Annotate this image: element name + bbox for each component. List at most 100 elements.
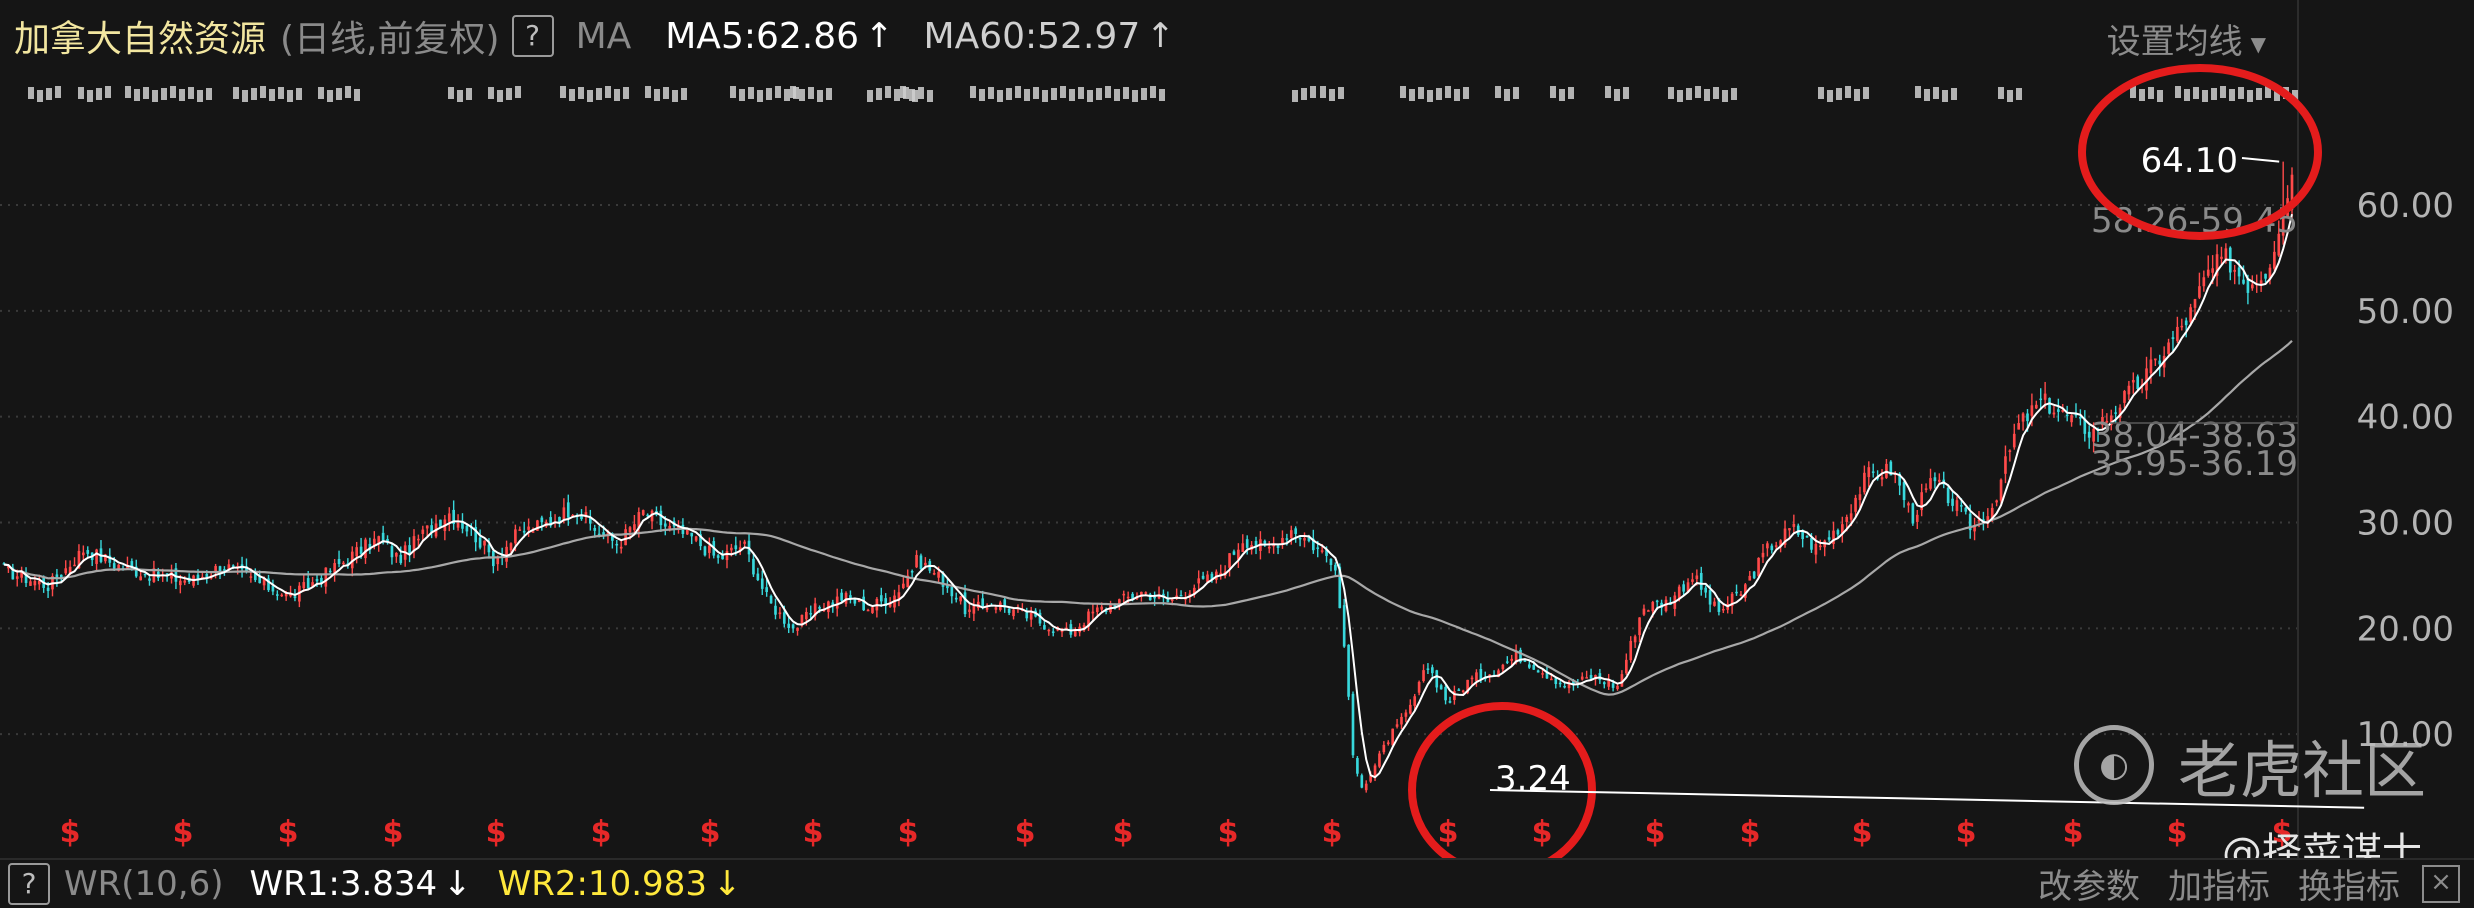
event-flag-icon bbox=[278, 87, 284, 99]
candle-body bbox=[659, 510, 663, 526]
candle-body bbox=[518, 529, 522, 531]
candle-body bbox=[364, 539, 367, 559]
event-flag-icon bbox=[1310, 86, 1316, 98]
candle-body bbox=[791, 624, 795, 629]
candle-body bbox=[1699, 572, 1703, 590]
event-flag-icon bbox=[2175, 86, 2181, 98]
y-tick-label: 10.00 bbox=[2357, 715, 2454, 755]
candle-body bbox=[2193, 299, 2197, 308]
add-indicator-button[interactable]: 加指标 bbox=[2168, 867, 2270, 907]
candle-body bbox=[2268, 267, 2272, 280]
switch-indicator-button[interactable]: 换指标 bbox=[2298, 867, 2400, 907]
event-flag-icon bbox=[1854, 89, 1860, 101]
ma-label[interactable]: MA bbox=[575, 15, 632, 57]
candle-body bbox=[1356, 758, 1359, 774]
candle-body bbox=[2264, 273, 2267, 279]
candle-body bbox=[1170, 599, 1174, 601]
candle-body bbox=[1373, 765, 1377, 778]
indicator-name[interactable]: WR(10,6) bbox=[64, 863, 224, 904]
event-flag-icon bbox=[1845, 86, 1851, 98]
help-button[interactable]: ? bbox=[511, 15, 554, 57]
candle-body bbox=[311, 582, 314, 587]
event-flag-icon bbox=[1024, 89, 1030, 101]
dividend-marker: $ bbox=[1645, 815, 1666, 850]
candle-body bbox=[1964, 507, 1968, 512]
candle-body bbox=[1721, 608, 1725, 611]
dividend-marker: $ bbox=[1532, 815, 1553, 850]
event-flag-icon bbox=[1504, 89, 1510, 101]
event-flag-icon bbox=[488, 87, 494, 99]
low-annotation: 3.24 bbox=[1495, 759, 1571, 799]
candle-body bbox=[2149, 359, 2153, 374]
event-flag-icon bbox=[1159, 89, 1165, 101]
indicator-help-button[interactable]: ? bbox=[8, 862, 50, 905]
candle-body bbox=[337, 558, 341, 565]
event-flag-icon bbox=[1078, 87, 1084, 99]
candle-body bbox=[1602, 682, 1606, 685]
event-flag-icon bbox=[2157, 90, 2163, 102]
candle-body bbox=[963, 592, 967, 615]
low-arrow-icon bbox=[1489, 789, 2365, 809]
event-flag-icon bbox=[2229, 89, 2235, 101]
candle-body bbox=[628, 527, 632, 533]
high-annotation: 64.10 bbox=[2141, 141, 2238, 181]
candle-body bbox=[769, 595, 773, 604]
event-flag-icon bbox=[2130, 86, 2136, 98]
candle-body bbox=[1047, 629, 1051, 632]
candle-body bbox=[1999, 479, 2003, 501]
event-flag-icon bbox=[2274, 89, 2280, 101]
event-flag-icon bbox=[605, 86, 611, 98]
dividend-marker: $ bbox=[700, 815, 721, 850]
candle-body bbox=[985, 608, 989, 610]
candle-body bbox=[1201, 575, 1205, 579]
candle-body bbox=[2242, 279, 2245, 284]
change-params-button[interactable]: 改参数 bbox=[2038, 867, 2140, 907]
candle-body bbox=[1453, 691, 1456, 700]
candle-body bbox=[1051, 631, 1055, 633]
range-label: 35.95-36.19 bbox=[2091, 444, 2298, 484]
event-flag-icon bbox=[681, 88, 687, 100]
candle-body bbox=[968, 609, 971, 613]
candle-body bbox=[1378, 753, 1381, 767]
candle-body bbox=[1267, 546, 1271, 549]
dividend-marker: $ bbox=[486, 815, 507, 850]
candle-body bbox=[1717, 598, 1721, 612]
candle-body bbox=[1245, 539, 1249, 548]
candle-body bbox=[1704, 587, 1707, 593]
candle-body bbox=[293, 596, 297, 599]
candle-body bbox=[1126, 596, 1130, 599]
candle-body bbox=[1783, 528, 1787, 545]
candle-body bbox=[800, 614, 804, 626]
event-flag-icon bbox=[997, 90, 1003, 102]
candle-body bbox=[1073, 630, 1077, 637]
period-mode[interactable]: (日线,前复权) bbox=[280, 19, 500, 60]
chart-header: 加拿大自然资源 (日线,前复权) ? MA MA5:62.86 ↑ MA60:5… bbox=[14, 8, 1175, 64]
event-flag-icon bbox=[1015, 86, 1021, 98]
ma5-line bbox=[3, 213, 2293, 779]
event-flag-icon bbox=[296, 88, 302, 100]
candle-body bbox=[730, 547, 733, 551]
event-flag-icon bbox=[623, 87, 629, 99]
candle-body bbox=[1347, 644, 1350, 697]
candle-body bbox=[1682, 584, 1685, 592]
candle-body bbox=[1708, 590, 1712, 605]
candle-body bbox=[95, 549, 98, 564]
close-icon[interactable]: × bbox=[2422, 864, 2460, 903]
candle-body bbox=[1069, 624, 1073, 635]
event-flag-icon bbox=[900, 86, 906, 98]
event-flag-icon bbox=[2193, 87, 2199, 99]
event-flag-icon bbox=[1704, 89, 1710, 101]
candle-body bbox=[112, 563, 116, 569]
candle-body bbox=[633, 524, 636, 531]
candle-body bbox=[1558, 682, 1562, 685]
candle-body bbox=[580, 514, 583, 520]
candle-body bbox=[1611, 683, 1615, 688]
event-flag-icon bbox=[1605, 86, 1611, 98]
ma60-up-arrow-icon: ↑ bbox=[1146, 16, 1175, 56]
event-flag-icon bbox=[78, 87, 84, 99]
candle-body bbox=[2176, 326, 2179, 341]
set-ma-button[interactable]: 设置均线 ▼ bbox=[2107, 14, 2266, 63]
event-flag-icon bbox=[1060, 86, 1066, 98]
candle-body bbox=[1624, 659, 1628, 674]
candle-body bbox=[284, 592, 288, 597]
